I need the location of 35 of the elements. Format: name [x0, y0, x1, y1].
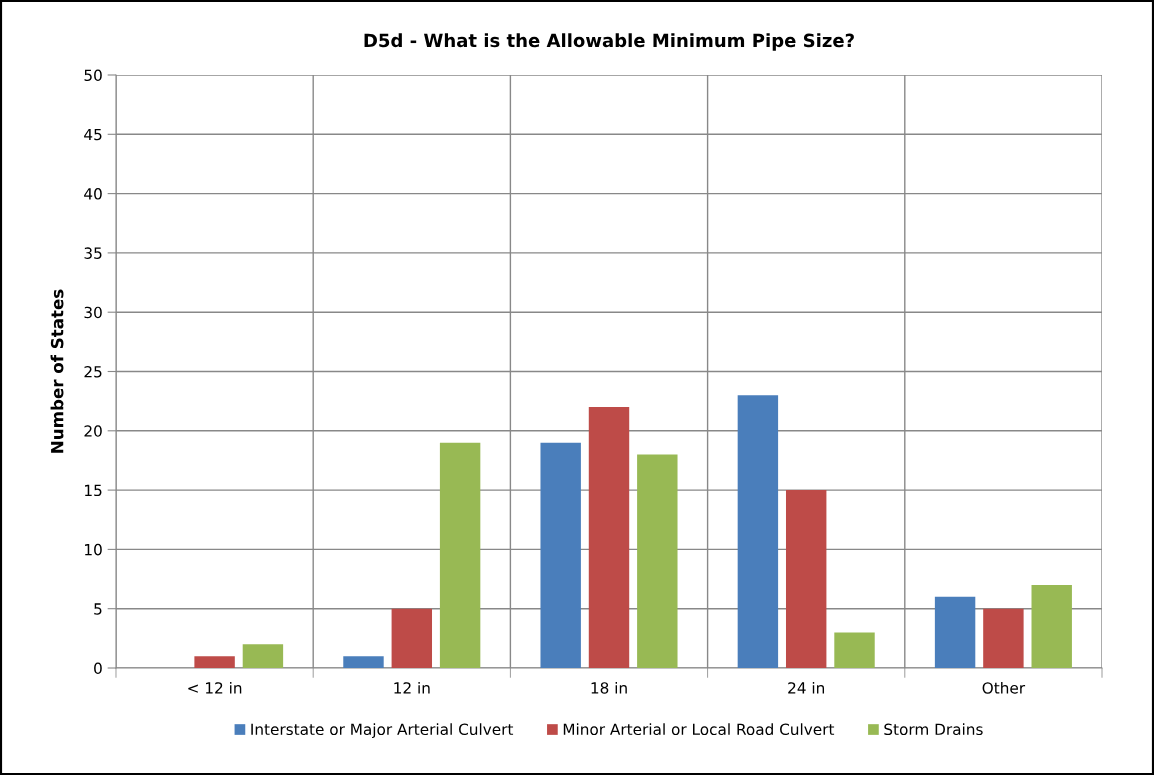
legend-label: Storm Drains: [884, 723, 983, 736]
y-tick-label: 15: [85, 484, 102, 497]
bar: [934, 596, 976, 668]
bar: [540, 442, 581, 668]
y-tick-label: 10: [85, 543, 102, 556]
x-tick-label: 12 in: [394, 681, 430, 694]
x-tick-label: Other: [982, 681, 1026, 694]
y-tick-label: 50: [84, 69, 102, 82]
bar: [391, 608, 433, 668]
bar: [588, 407, 630, 668]
bar: [194, 656, 235, 668]
bar: [737, 395, 779, 668]
y-tick-label: 0: [94, 662, 102, 675]
bar: [834, 632, 875, 668]
y-tick-label: 25: [84, 365, 102, 378]
x-tick-label: 24 in: [788, 681, 825, 694]
legend-label: Minor Arterial or Local Road Culvert: [563, 723, 835, 736]
y-tick-label: 40: [84, 188, 102, 200]
x-tick-label: < 12 in: [188, 681, 242, 694]
x-tick-label: 18 in: [591, 681, 627, 694]
y-tick-label: 35: [84, 247, 102, 259]
y-tick-label: 5: [94, 603, 102, 615]
y-tick-label: 30: [84, 306, 102, 319]
bar: [343, 656, 384, 668]
chart-title: D5d - What is the Allowable Minimum Pipe Size?: [364, 33, 854, 51]
y-tick-label: 20: [84, 425, 102, 437]
bar: [983, 608, 1024, 668]
bar: [785, 490, 827, 668]
bar: [637, 454, 678, 668]
bar: [1031, 584, 1072, 668]
y-tick-label: 45: [84, 128, 102, 141]
y-axis-title: Number of States: [50, 289, 64, 453]
legend-label: Interstate or Major Arterial Culvert: [251, 723, 514, 739]
bar: [242, 644, 284, 668]
bar: [439, 442, 481, 668]
